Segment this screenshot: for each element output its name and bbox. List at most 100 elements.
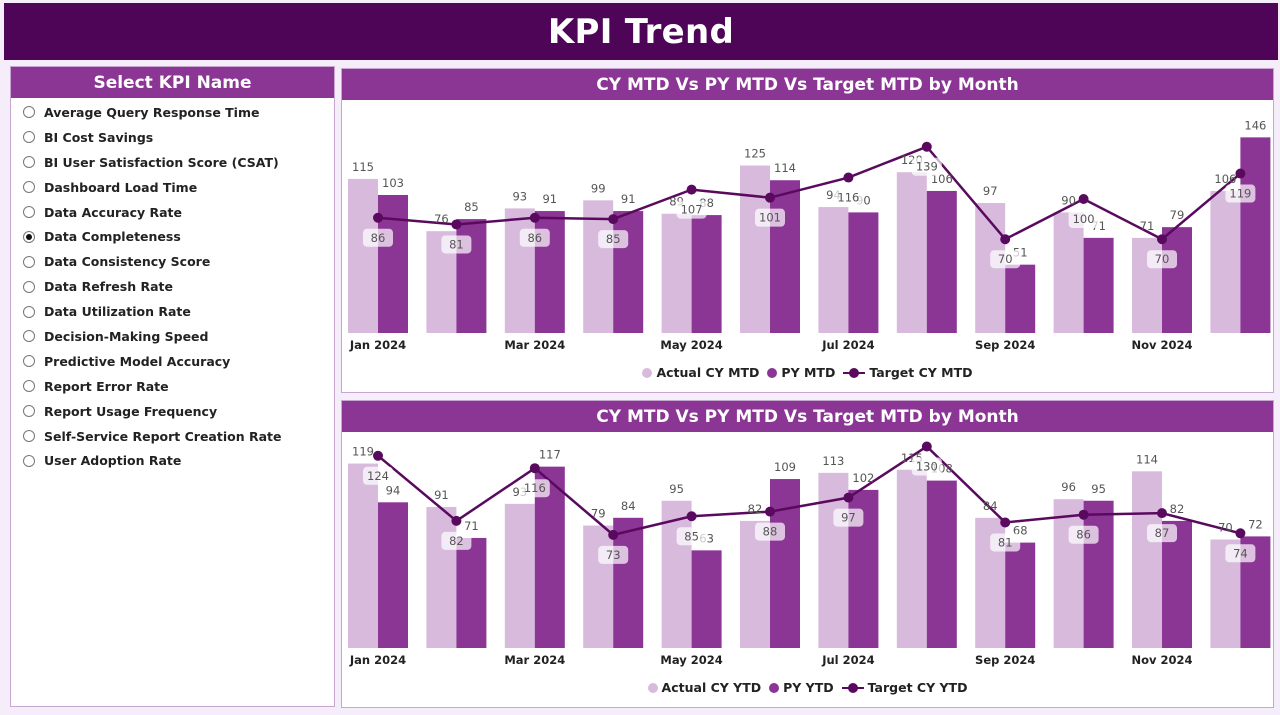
bar-py[interactable] [1162,227,1192,333]
target-point[interactable] [686,184,697,195]
legend-item-py[interactable]: PY YTD [769,680,834,695]
kpi-option[interactable]: BI User Satisfaction Score (CSAT) [23,150,334,175]
slicer-title: Select KPI Name [11,67,334,98]
target-point[interactable] [843,492,854,503]
target-point[interactable] [608,529,619,540]
bar-py[interactable] [1005,542,1036,648]
kpi-option[interactable]: Data Completeness [23,224,334,249]
bar-py[interactable] [378,502,408,648]
bar-actual[interactable] [1053,499,1084,648]
bar-py[interactable] [1240,137,1271,333]
legend-item-py[interactable]: PY MTD [767,365,835,380]
target-point[interactable] [373,450,383,461]
legend-item-actual[interactable]: Actual CY YTD [647,680,762,695]
target-point[interactable] [608,214,619,225]
legend-item-actual[interactable]: Actual CY MTD [642,365,759,380]
radio-unchecked-icon[interactable] [23,106,35,119]
legend-label: Actual CY YTD [661,680,762,695]
target-point[interactable] [921,141,932,152]
bar-py[interactable] [613,517,644,648]
radio-unchecked-icon[interactable] [23,305,35,318]
kpi-option[interactable]: Report Usage Frequency [23,399,334,424]
bar-actual[interactable] [1132,471,1162,648]
radio-checked-icon[interactable] [23,230,35,243]
radio-unchecked-icon[interactable] [23,131,35,144]
radio-unchecked-icon[interactable] [23,405,35,418]
kpi-option[interactable]: Data Refresh Rate [23,274,334,299]
bar-py[interactable] [691,215,722,333]
kpi-option[interactable]: Report Error Rate [23,374,334,399]
bar-actual[interactable] [348,463,378,648]
bar-py[interactable] [770,479,800,648]
bar-py[interactable] [926,480,957,648]
target-point[interactable] [686,511,697,522]
bar-actual[interactable] [740,520,770,648]
kpi-option[interactable]: Decision-Making Speed [23,324,334,349]
kpi-option[interactable]: User Adoption Rate [23,448,334,473]
bar-py[interactable] [613,211,644,333]
bar-actual[interactable] [504,208,535,333]
bar-actual[interactable] [348,178,378,333]
target-point[interactable] [1157,234,1167,245]
radio-unchecked-icon[interactable] [23,280,35,293]
legend-item-target[interactable]: Target CY MTD [843,365,973,380]
bar-py[interactable] [691,550,722,648]
target-point[interactable] [373,212,383,223]
kpi-option[interactable]: Data Consistency Score [23,249,334,274]
bar-py[interactable] [1083,237,1114,333]
radio-unchecked-icon[interactable] [23,454,35,467]
kpi-option[interactable]: Dashboard Load Time [23,175,334,200]
bar-py[interactable] [770,180,800,333]
target-point[interactable] [765,192,775,203]
target-point[interactable] [843,172,854,183]
radio-unchecked-icon[interactable] [23,355,35,368]
target-point[interactable] [1235,168,1246,179]
legend-item-target[interactable]: Target CY YTD [841,680,967,695]
target-point[interactable] [529,463,540,474]
bar-py[interactable] [926,190,957,333]
bar-actual[interactable] [504,503,535,648]
bar-actual[interactable] [661,213,692,333]
radio-unchecked-icon[interactable] [23,330,35,343]
target-point[interactable] [1078,509,1089,520]
radio-unchecked-icon[interactable] [23,430,35,443]
target-point[interactable] [451,219,462,230]
bar-actual[interactable] [818,207,849,333]
bar-actual[interactable] [583,525,614,648]
radio-unchecked-icon[interactable] [23,181,35,194]
kpi-option[interactable]: Self-Service Report Creation Rate [23,424,334,449]
bar-actual[interactable] [896,172,927,333]
target-point[interactable] [1078,194,1089,204]
x-tick-label: Jul 2024 [821,338,874,352]
bar-actual[interactable] [896,469,927,648]
bar-actual[interactable] [1210,190,1241,333]
target-point[interactable] [765,506,775,517]
kpi-option[interactable]: Predictive Model Accuracy [23,349,334,374]
target-label-box [990,250,1021,269]
bar-actual[interactable] [661,500,692,648]
radio-unchecked-icon[interactable] [23,156,35,169]
bar-actual[interactable] [1053,212,1084,333]
target-point[interactable] [1000,234,1011,245]
kpi-option[interactable]: BI Cost Savings [23,125,334,150]
bar-actual[interactable] [426,506,457,648]
radio-unchecked-icon[interactable] [23,255,35,268]
target-point[interactable] [1157,508,1167,519]
kpi-option[interactable]: Average Query Response Time [23,100,334,125]
target-point[interactable] [921,441,932,452]
target-point[interactable] [529,212,540,223]
target-point[interactable] [1000,517,1011,528]
target-point[interactable] [1235,528,1246,539]
kpi-option[interactable]: Data Accuracy Rate [23,200,334,225]
bar-actual[interactable] [583,200,614,333]
kpi-option[interactable]: Data Utilization Rate [23,299,334,324]
radio-unchecked-icon[interactable] [23,380,35,393]
radio-unchecked-icon[interactable] [23,206,35,218]
target-point[interactable] [451,515,462,526]
ytd-chart: 1199412491718293117116798473956385821098… [348,441,1271,667]
bar-py[interactable] [1005,264,1036,333]
bar-py[interactable] [456,537,487,648]
bar-py[interactable] [1083,500,1114,648]
bar-py[interactable] [848,212,879,333]
bar-actual[interactable] [740,165,770,334]
